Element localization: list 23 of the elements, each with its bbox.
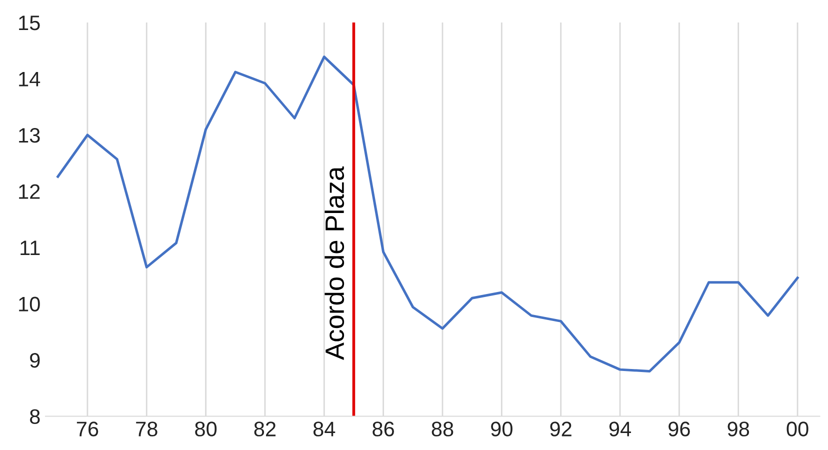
y-tick-label: 8 [30, 409, 40, 424]
y-tick-label: 15 [19, 16, 40, 30]
y-tick-label: 12 [19, 184, 40, 199]
y-tick-label: 13 [19, 128, 40, 143]
y-tick-label: 14 [19, 72, 40, 86]
x-tick-label: 86 [372, 422, 394, 436]
x-tick-label: 82 [254, 422, 276, 436]
x-tick-label: 84 [313, 422, 336, 436]
x-tick-label: 88 [432, 422, 454, 436]
x-tick-label: 94 [609, 422, 631, 436]
x-tick-label: 96 [668, 422, 690, 436]
x-tick-label: 80 [195, 422, 217, 436]
x-tick-label: 92 [550, 422, 572, 436]
y-tick-label: 10 [19, 296, 40, 312]
y-tick-label: 9 [30, 353, 40, 368]
y-tick-label: 11 [20, 240, 40, 256]
x-tick-label: 00 [786, 422, 808, 436]
ref-line-label: Acordo de Plaza [324, 166, 344, 360]
x-tick-label: 90 [491, 422, 512, 436]
x-tick-label: 78 [136, 422, 158, 436]
line-series [56, 56, 799, 372]
x-tick-label: 76 [76, 422, 98, 436]
x-tick-label: 98 [728, 422, 750, 436]
